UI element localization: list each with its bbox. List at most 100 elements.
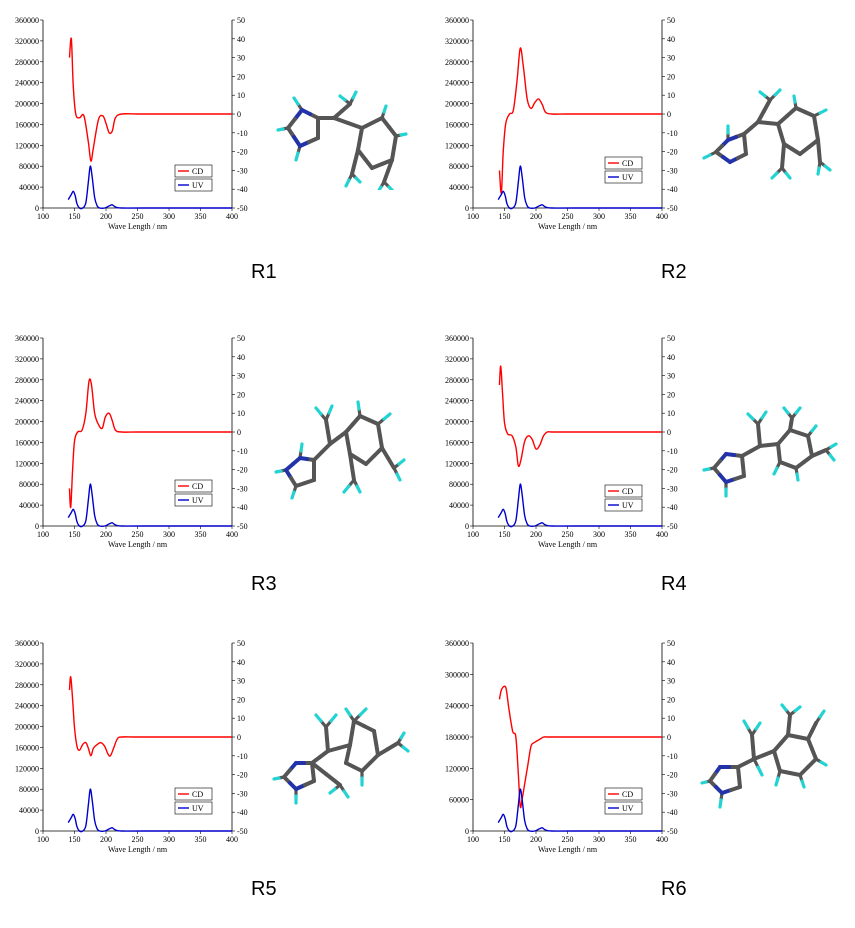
molecule-bond (397, 458, 406, 466)
right-tick-label: -40 (667, 185, 678, 194)
molecule-bond (814, 126, 820, 142)
molecule-bond (754, 721, 762, 731)
left-tick-label: 360000 (445, 334, 469, 343)
legend-label-uv: UV (622, 501, 634, 510)
right-tick-label: -40 (237, 808, 248, 817)
left-tick-label: 240000 (15, 397, 39, 406)
left-tick-label: 120000 (15, 764, 39, 773)
x-tick-label: 250 (132, 530, 144, 539)
molecule-structure-image (702, 88, 832, 180)
molecule-bond (812, 114, 818, 130)
panel-label: R5 (251, 878, 277, 900)
right-tick-label: -30 (237, 484, 248, 493)
legend-box-uv (604, 170, 643, 184)
molecule-bond (399, 132, 408, 137)
left-tick-label: 160000 (445, 120, 469, 129)
x-tick-label: 400 (656, 212, 668, 221)
right-tick-label: -30 (667, 484, 678, 493)
right-tick-label: -10 (237, 129, 248, 138)
chart-panel-r6: 0 60000 120000 180000 240000 300000 360000 -50 -… (435, 628, 855, 928)
left-tick-label: 120000 (15, 459, 39, 468)
molecule-bond (770, 171, 779, 180)
right-tick-label: -10 (667, 129, 678, 138)
molecule-bond (358, 707, 368, 717)
x-tick-label: 100 (37, 212, 49, 221)
molecule-bond (789, 416, 794, 426)
molecule-bond (382, 412, 392, 421)
spectrum-chart: 0 40000 80000 120000 160000 200000 240000 28000… (15, 16, 248, 231)
right-tick-label: 0 (667, 733, 671, 742)
x-tick-label: 200 (530, 835, 542, 844)
molecule-bond (794, 406, 802, 415)
left-tick-label: 280000 (15, 376, 39, 385)
right-tick-label: 30 (237, 677, 245, 686)
molecule-bond (382, 104, 388, 114)
molecule-bond (776, 442, 781, 455)
right-tick-label: -40 (667, 503, 678, 512)
molecule-bond (272, 776, 281, 781)
molecule-bond (344, 430, 350, 445)
legend-label-cd: CD (622, 487, 633, 496)
x-tick-label: 400 (226, 212, 238, 221)
molecule-bond (350, 465, 356, 482)
left-tick-label: 0 (35, 204, 39, 213)
x-tick-label: 250 (132, 835, 144, 844)
molecule-bond (310, 761, 328, 776)
x-tick-label: 100 (37, 530, 49, 539)
molecule-bond (399, 731, 406, 740)
molecule-bond (342, 484, 351, 494)
left-tick-label: 40000 (449, 183, 469, 192)
left-tick-label: 280000 (445, 376, 469, 385)
molecule-bond (395, 472, 402, 482)
left-tick-label: 320000 (445, 355, 469, 364)
x-tick-label: 100 (467, 530, 479, 539)
panel-label: R2 (661, 261, 687, 283)
x-tick-label: 250 (562, 835, 574, 844)
molecule-bond (351, 90, 358, 100)
x-axis-label: Wave Length / nm (538, 222, 598, 231)
right-tick-label: 10 (667, 714, 675, 723)
molecule-bond (346, 743, 352, 756)
left-tick-label: 40000 (19, 183, 39, 192)
molecule-bond (340, 102, 352, 113)
molecule-bond (774, 776, 780, 787)
x-tick-label: 350 (625, 835, 637, 844)
left-tick-label: 0 (35, 827, 39, 836)
right-tick-label: -50 (237, 204, 248, 213)
chart-panel-r4: 0 40000 80000 120000 160000 200000 240000 28000… (435, 323, 855, 623)
right-tick-label: 50 (237, 16, 245, 25)
right-tick-label: 40 (237, 35, 245, 44)
left-tick-label: 200000 (15, 100, 39, 109)
molecule-bond (314, 406, 323, 416)
molecule-bond (776, 122, 783, 136)
molecule-bond (772, 466, 779, 476)
molecule-bond (378, 434, 384, 450)
x-tick-label: 400 (226, 835, 238, 844)
molecule-bond (781, 142, 786, 158)
legend-box-cd (604, 156, 643, 170)
molecule-bond (819, 760, 828, 767)
panel-label: R1 (251, 261, 277, 283)
molecule-bond (386, 741, 400, 751)
molecule-structure-image (272, 707, 410, 805)
left-tick-label: 240000 (15, 79, 39, 88)
left-tick-label: 160000 (15, 743, 39, 752)
right-tick-label: 0 (237, 428, 241, 437)
legend-label-uv: UV (192, 804, 204, 813)
left-tick-label: 40000 (19, 806, 39, 815)
x-tick-label: 200 (100, 835, 112, 844)
molecule-bond (823, 164, 832, 172)
left-tick-label: 180000 (445, 733, 469, 742)
x-tick-label: 300 (163, 835, 175, 844)
right-tick-label: 40 (667, 658, 675, 667)
molecule-bond (829, 442, 838, 449)
left-tick-label: 280000 (15, 681, 39, 690)
right-tick-label: 20 (667, 72, 675, 81)
right-tick-label: -40 (237, 503, 248, 512)
spectrum-chart: 0 40000 80000 120000 160000 200000 240000 28000… (445, 334, 678, 549)
spectrum-chart: 0 40000 80000 120000 160000 200000 240000 28000… (15, 334, 248, 549)
molecule-bond (810, 721, 818, 733)
molecule-bond (382, 169, 390, 184)
right-tick-label: -20 (237, 148, 248, 157)
right-tick-label: -20 (237, 771, 248, 780)
